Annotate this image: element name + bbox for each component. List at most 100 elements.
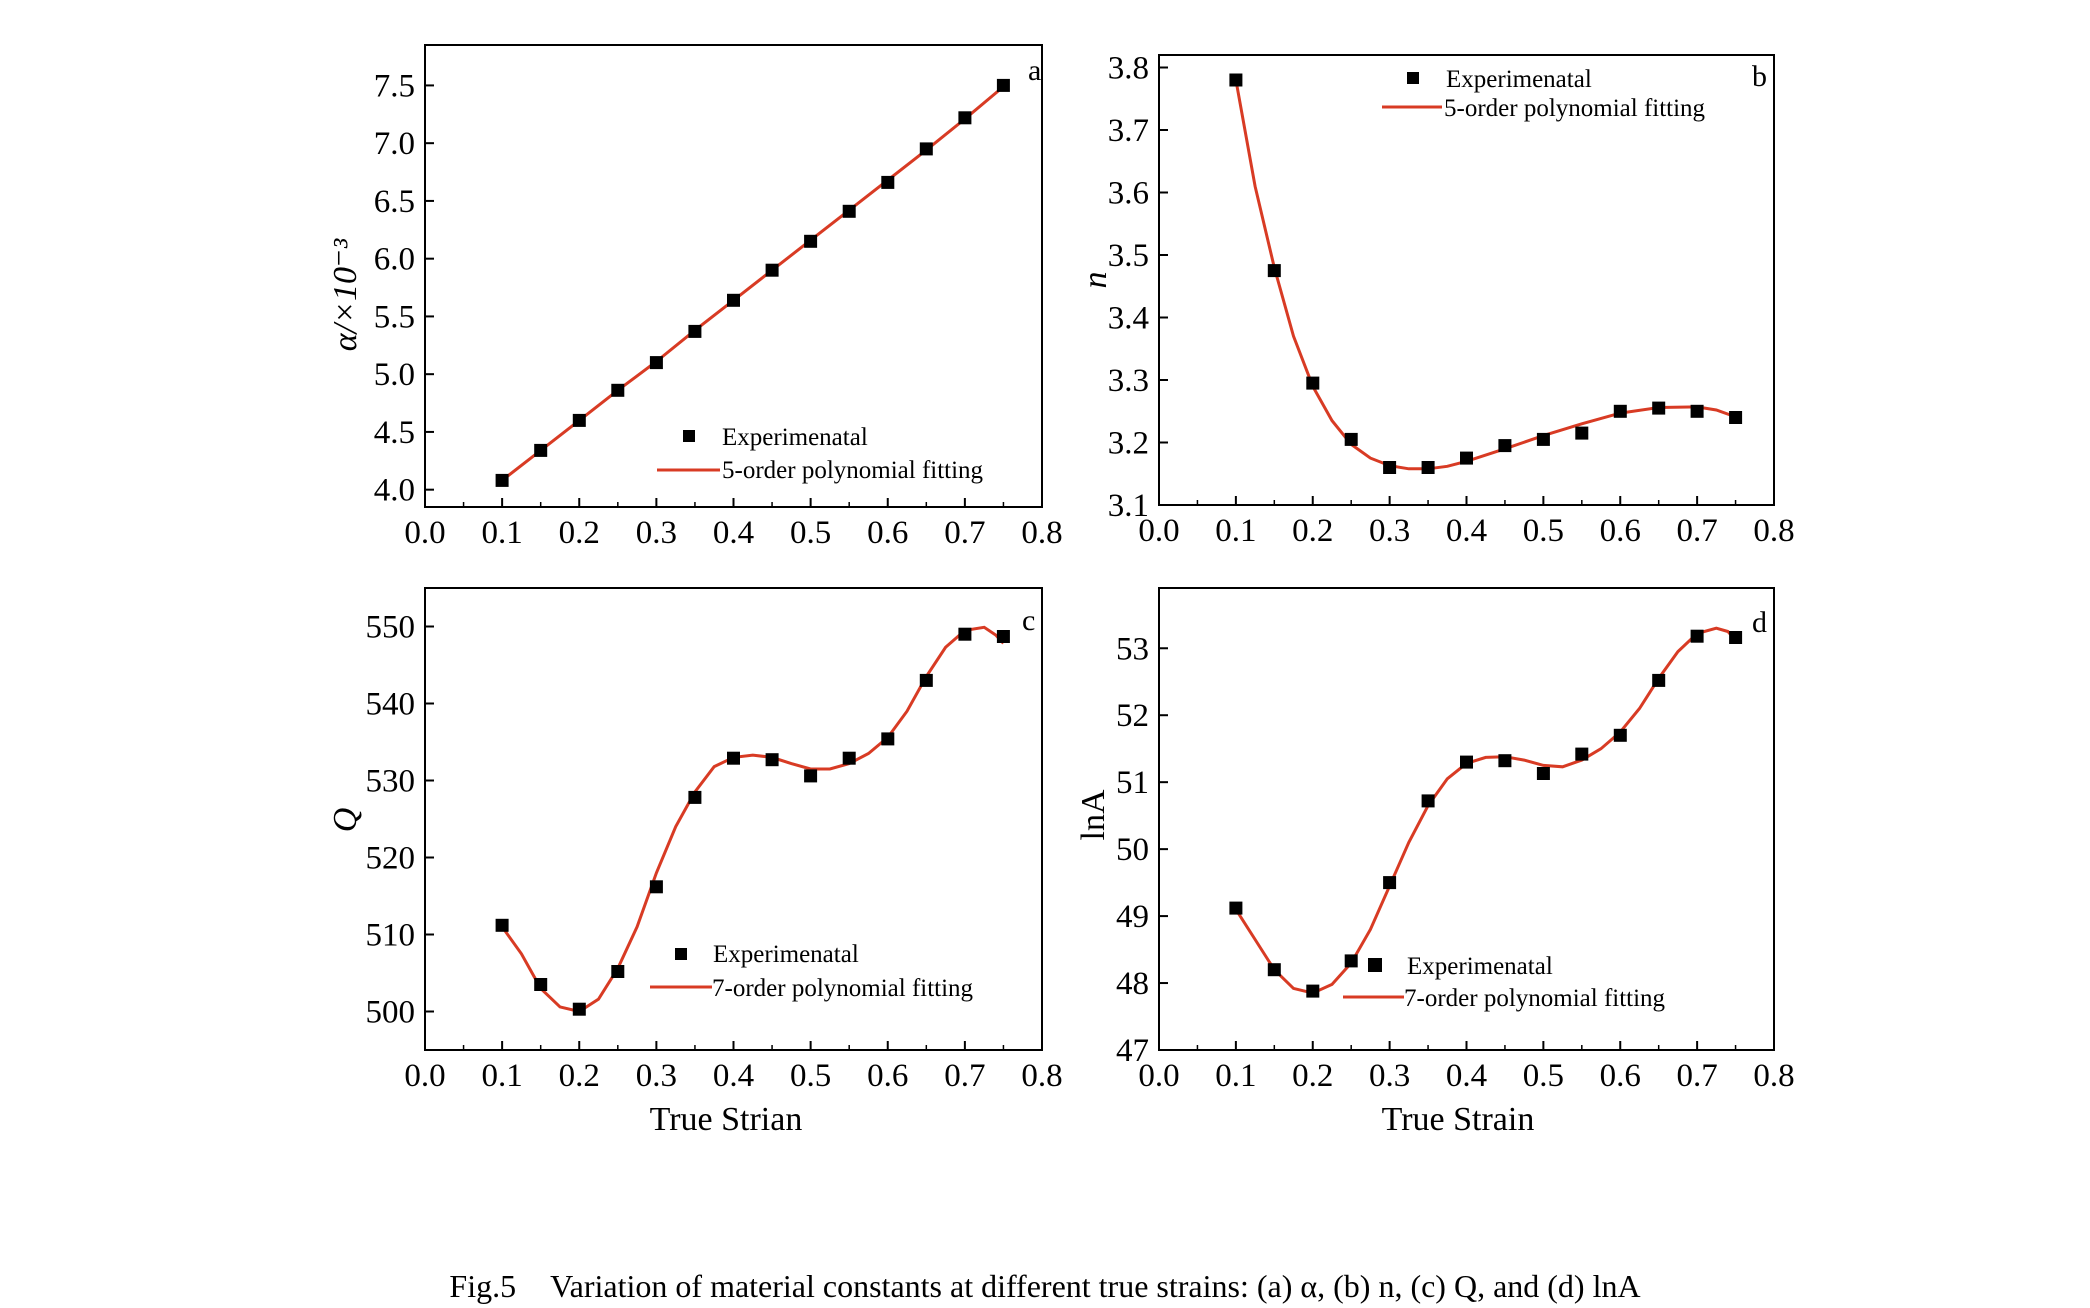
y-tick-label: 4.5: [374, 415, 415, 451]
y-tick-label: 48: [1116, 966, 1149, 1002]
x-tick-label: 0.4: [713, 1058, 754, 1094]
x-tick-label: 0.7: [944, 515, 985, 551]
panel-c-legend: Experimenatal 7-order polynomial fitting: [650, 941, 974, 1002]
panel-d-x-tick-labels: 0.0 0.1 0.2 0.3 0.4 0.5 0.6 0.7 0.8: [1138, 1058, 1794, 1094]
data-point: [1690, 404, 1704, 418]
panel-c-legend-line-label: 7-order polynomial fitting: [712, 975, 974, 1002]
legend-marker-icon: [1368, 958, 1382, 972]
figure-caption-text: Variation of material constants at diffe…: [550, 1268, 1641, 1304]
data-point: [1421, 794, 1435, 808]
panel-d-legend: Experimenatal 7-order polynomial fitting: [1343, 953, 1666, 1012]
data-point: [611, 383, 625, 397]
data-point: [649, 880, 663, 894]
panel-d-fit-line: [1234, 626, 1737, 995]
data-point: [1383, 876, 1397, 890]
x-tick-label: 0.0: [1138, 513, 1179, 549]
panel-a-y-axis-title: α/×10⁻³: [327, 238, 364, 351]
panel-c-legend-scatter-label: Experimenatal: [713, 941, 859, 968]
data-point: [1229, 73, 1243, 87]
data-point: [1267, 963, 1281, 977]
y-tick-label: 3.2: [1108, 426, 1149, 462]
data-point: [1729, 411, 1743, 424]
panel-b-letter: b: [1752, 60, 1767, 93]
x-tick-label: 0.8: [1021, 515, 1062, 551]
data-point: [611, 965, 625, 978]
x-tick-label: 0.0: [1138, 1058, 1179, 1094]
y-tick-label: 7.0: [374, 126, 415, 162]
x-tick-label: 0.0: [404, 515, 445, 551]
data-point: [1229, 901, 1243, 915]
x-tick-label: 0.6: [867, 1058, 908, 1094]
panel-b-legend-scatter-label: Experimenatal: [1446, 66, 1592, 93]
panel-a-legend: Experimenatal 5-order polynomial fitting: [657, 424, 984, 484]
panel-c-x-tick-labels: 0.0 0.1 0.2 0.3 0.4 0.5 0.6 0.7 0.8: [404, 1058, 1062, 1094]
panel-a-legend-line-label: 5-order polynomial fitting: [722, 457, 984, 484]
y-tick-label: 550: [366, 610, 416, 646]
panel-c-y-axis-title: Q: [327, 808, 364, 833]
x-tick-label: 0.2: [1292, 1058, 1333, 1094]
data-point: [1344, 432, 1358, 446]
y-tick-label: 7.5: [374, 68, 415, 104]
panel-d-y-axis-title: lnA: [1075, 789, 1112, 840]
data-point: [996, 78, 1010, 92]
data-point: [534, 978, 548, 991]
data-point: [727, 293, 740, 307]
panel-d-markers: [1229, 629, 1743, 998]
legend-marker-icon: [1407, 72, 1419, 84]
x-tick-label: 0.8: [1753, 513, 1794, 549]
data-point: [996, 630, 1010, 643]
panel-b-x-tick-labels: 0.0 0.1 0.2 0.3 0.4 0.5 0.6 0.7 0.8: [1138, 513, 1794, 549]
panel-a-legend-scatter-label: Experimenatal: [722, 424, 868, 451]
data-point: [919, 142, 933, 156]
x-tick-label: 0.0: [404, 1058, 445, 1094]
data-point: [1421, 461, 1435, 474]
y-tick-label: 47: [1116, 1033, 1149, 1069]
x-tick-label: 0.1: [482, 1058, 523, 1094]
x-tick-label: 0.3: [636, 515, 677, 551]
panel-a-x-tick-labels: 0.0 0.1 0.2 0.3 0.4 0.5 0.6 0.7 0.8: [404, 515, 1062, 551]
panel-a-y-tick-labels: 4.0 4.5 5.0 5.5 6.0 6.5 7.0 7.5: [374, 68, 415, 508]
y-tick-label: 510: [366, 918, 416, 954]
data-point: [1498, 439, 1512, 453]
data-point: [1344, 954, 1358, 968]
x-tick-label: 0.6: [867, 515, 908, 551]
data-point: [1460, 451, 1473, 465]
panel-b-y-axis-title: n: [1077, 272, 1114, 289]
data-point: [765, 753, 779, 767]
data-point: [1613, 728, 1627, 742]
data-point: [534, 443, 548, 457]
panel-d-ticks: [1158, 647, 1775, 1051]
x-tick-label: 0.2: [559, 1058, 600, 1094]
panel-b-y-tick-labels: 3.1 3.2 3.3 3.4 3.5 3.6 3.7 3.8: [1108, 51, 1149, 525]
data-point: [727, 751, 740, 765]
y-tick-label: 3.7: [1108, 113, 1149, 149]
x-tick-label: 0.3: [1369, 1058, 1410, 1094]
panel-b-legend: Experimenatal 5-order polynomial fitting: [1382, 66, 1706, 122]
y-tick-label: 6.0: [374, 242, 415, 278]
x-tick-label: 0.5: [1523, 513, 1564, 549]
data-point: [1267, 264, 1281, 278]
panel-c-y-tick-labels: 500 510 520 530 540 550: [366, 610, 416, 1031]
legend-marker-icon: [675, 948, 687, 960]
panel-d-legend-scatter-label: Experimenatal: [1407, 953, 1553, 980]
y-tick-label: 49: [1116, 899, 1149, 935]
data-point: [1383, 461, 1397, 474]
x-tick-label: 0.6: [1600, 513, 1641, 549]
y-tick-label: 53: [1116, 631, 1149, 667]
y-tick-label: 520: [366, 841, 416, 877]
panel-c-q: 0.0 0.1 0.2 0.3 0.4 0.5 0.6 0.7 0.8 500 510 520 530…: [327, 587, 1063, 1138]
legend-marker-icon: [683, 430, 695, 442]
panel-d-x-axis-title: True Strain: [1382, 1101, 1535, 1138]
data-point: [765, 263, 779, 277]
data-point: [881, 732, 895, 746]
data-point: [1306, 984, 1320, 998]
data-point: [842, 751, 856, 765]
panel-d-lna: 0.0 0.1 0.2 0.3 0.4 0.5 0.6 0.7 0.8 47 48 49 50 51 52…: [1075, 587, 1795, 1138]
y-tick-label: 3.8: [1108, 51, 1149, 87]
y-tick-label: 4.0: [374, 473, 415, 509]
x-tick-label: 0.2: [559, 515, 600, 551]
x-tick-label: 0.4: [1446, 513, 1487, 549]
data-point: [804, 234, 818, 248]
x-tick-label: 0.7: [944, 1058, 985, 1094]
